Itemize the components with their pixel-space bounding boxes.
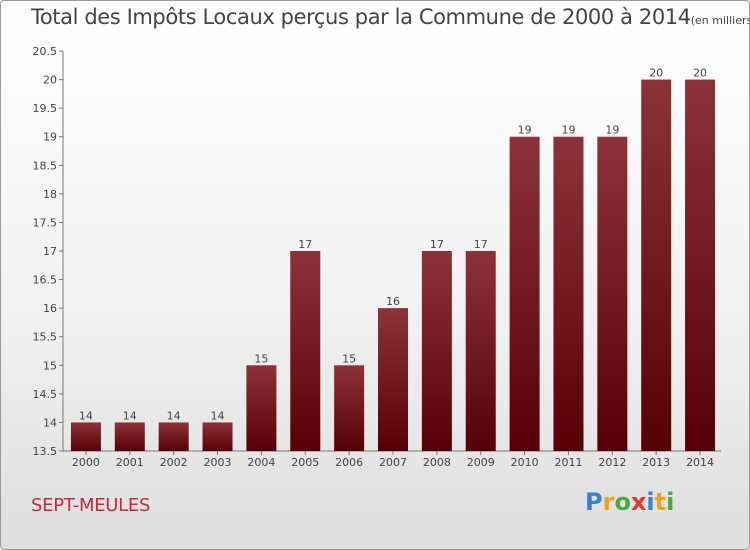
- x-tick-label: 2011: [554, 456, 582, 469]
- chart-title: Total des Impôts Locaux perçus par la Co…: [31, 5, 750, 29]
- y-tick-label: 19: [43, 131, 57, 144]
- x-tick-label: 2003: [204, 456, 232, 469]
- bars: [70, 79, 716, 452]
- proxiti-logo: Proxiti: [585, 488, 674, 516]
- x-tick-label: 2001: [116, 456, 144, 469]
- bar: [158, 422, 189, 451]
- bar: [70, 422, 101, 451]
- bar-value-label: 17: [474, 238, 488, 251]
- x-tick-label: 2009: [467, 456, 495, 469]
- logo-letter: t: [654, 488, 667, 516]
- logo-letter: i: [646, 488, 655, 516]
- x-tick-label: 2006: [335, 456, 363, 469]
- x-tick-label: 2005: [291, 456, 319, 469]
- bar-value-label: 14: [79, 409, 93, 422]
- bar: [465, 251, 496, 451]
- y-tick-label: 18: [43, 188, 57, 201]
- chart-unit: (en milliers d'€): [690, 14, 750, 27]
- bar: [114, 422, 145, 451]
- y-tick-label: 20.5: [33, 45, 58, 58]
- y-tick-label: 14.5: [33, 388, 58, 401]
- bar-value-label: 15: [342, 352, 356, 365]
- x-tick-label: 2008: [423, 456, 451, 469]
- axes: 13.5 14 14.5 15 15.5 16 16.5 17 17.5 18 18.5 19 19.5…: [33, 45, 721, 458]
- logo-letter: P: [585, 488, 603, 516]
- bar: [641, 79, 672, 452]
- bar: [597, 136, 628, 451]
- bar: [685, 79, 716, 452]
- x-tick-label: 2010: [511, 456, 539, 469]
- bar: [509, 136, 540, 451]
- chart-title-text: Total des Impôts Locaux perçus par la Co…: [31, 5, 691, 29]
- bar-value-label: 20: [649, 67, 663, 80]
- bar-value-label: 19: [561, 124, 575, 137]
- bar: [421, 251, 452, 451]
- y-tick-label: 17.5: [33, 216, 58, 229]
- bar-value-label: 19: [518, 124, 532, 137]
- y-tick-label: 16.5: [33, 274, 58, 287]
- x-tick-label: 2007: [379, 456, 407, 469]
- bar-value-label: 15: [254, 352, 268, 365]
- bar: [334, 365, 365, 451]
- logo-letter: r: [602, 488, 615, 516]
- commune-name: SEPT-MEULES: [31, 495, 151, 516]
- y-tick-label: 14: [43, 416, 57, 429]
- bar: [553, 136, 584, 451]
- y-tick-label: 18.5: [33, 159, 58, 172]
- bar-value-label: 19: [605, 124, 619, 137]
- y-tick-label: 15.5: [33, 331, 58, 344]
- x-tick-label: 2014: [686, 456, 714, 469]
- labels: 2000 14 2001 14 2002 14 2003 14 2004 15 2005 17 2006…: [72, 67, 714, 469]
- logo-letter: i: [666, 488, 675, 516]
- bar-value-label: 17: [298, 238, 312, 251]
- y-tick-label: 20: [43, 74, 57, 87]
- x-tick-label: 2000: [72, 456, 100, 469]
- bar: [378, 308, 408, 451]
- y-tick-label: 15: [43, 359, 57, 372]
- bar-value-label: 14: [123, 409, 137, 422]
- x-tick-label: 2012: [598, 456, 626, 469]
- y-tick-label: 13.5: [33, 445, 58, 458]
- bar-value-label: 14: [211, 409, 225, 422]
- x-tick-label: 2002: [160, 456, 188, 469]
- bar: [290, 251, 321, 451]
- bar-value-label: 20: [693, 67, 707, 80]
- bar-value-label: 14: [167, 409, 181, 422]
- y-tick-label: 19.5: [33, 102, 58, 115]
- x-tick-label: 2004: [247, 456, 275, 469]
- bar-value-label: 17: [430, 238, 444, 251]
- bar-value-label: 16: [386, 295, 400, 308]
- bar: [246, 365, 277, 451]
- y-tick-label: 17: [43, 245, 57, 258]
- y-tick-label: 16: [43, 302, 57, 315]
- bar: [202, 422, 233, 451]
- logo-letter: o: [614, 488, 631, 516]
- logo-letter: x: [630, 488, 647, 516]
- x-tick-label: 2013: [642, 456, 670, 469]
